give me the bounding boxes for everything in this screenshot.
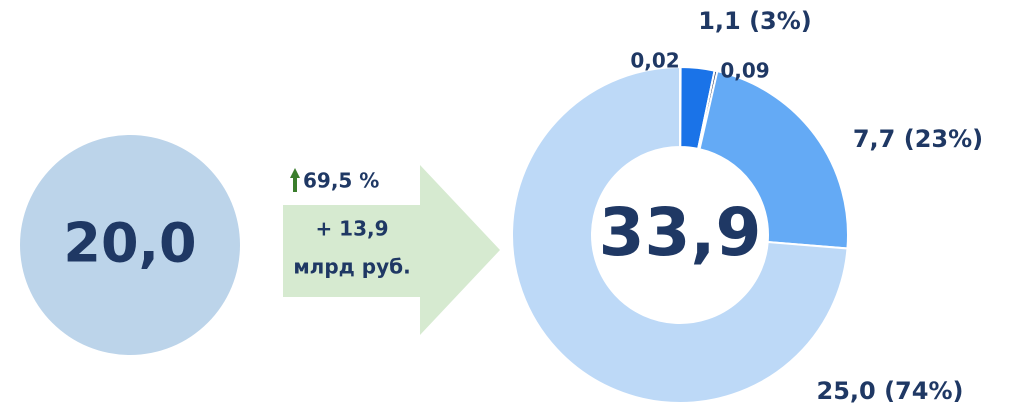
slice-label: 1,1 (3%): [698, 7, 812, 35]
change-label: 69,5 %: [303, 169, 379, 193]
arrow: [283, 165, 500, 335]
left-value: 20,0: [63, 212, 196, 275]
left-circle: [20, 135, 240, 355]
donut-slice: [511, 65, 849, 404]
slice-label: 7,7 (23%): [853, 125, 983, 153]
slice-label: 0,09: [720, 59, 769, 83]
up-icon: [290, 168, 300, 192]
increase-label: + 13,9: [315, 217, 388, 241]
center-label: 33,9: [599, 194, 762, 271]
donut-slice: [698, 70, 849, 250]
slice-label: 25,0 (74%): [817, 377, 964, 405]
slice-label: 0,02: [630, 49, 679, 73]
unit-label: млрд руб.: [293, 255, 410, 279]
